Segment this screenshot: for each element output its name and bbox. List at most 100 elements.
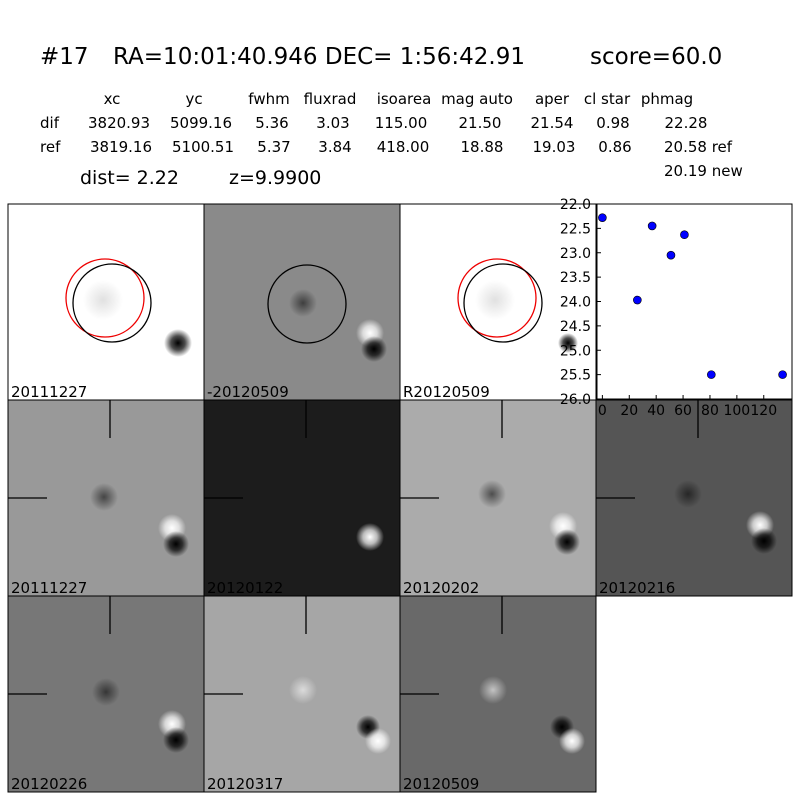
- stamp-label: R20120509: [403, 383, 490, 401]
- aperture: [463, 263, 543, 343]
- stamp: 20120216: [595, 399, 793, 597]
- neighbor: [365, 728, 391, 754]
- source: [475, 280, 515, 320]
- column-header: fluxrad: [304, 90, 357, 108]
- cell: 5.36: [255, 114, 288, 132]
- neighbor: [164, 329, 192, 357]
- x-tick-label: 100: [723, 403, 750, 419]
- y-tick-label: 23.0: [560, 246, 591, 262]
- stamp: 20120122: [203, 399, 401, 597]
- source: [92, 678, 120, 706]
- y-tick-label: 22.5: [560, 221, 591, 237]
- phmag-new: 20.19 new: [664, 162, 743, 180]
- cell: 0.98: [596, 114, 629, 132]
- stamp-label: 20111227: [11, 579, 87, 597]
- y-tick-label: 26.0: [560, 392, 591, 408]
- stamp-label: 20111227: [11, 383, 87, 401]
- source: [478, 480, 506, 508]
- z-value: z=9.9900: [229, 167, 321, 189]
- stamp: 20111227: [7, 203, 205, 401]
- cell: 3820.93: [88, 114, 150, 132]
- stamp: 20120226: [7, 595, 205, 793]
- cell: 22.28: [665, 114, 708, 132]
- column-header: mag auto: [441, 90, 513, 108]
- score: score=60.0: [590, 44, 722, 70]
- cell: 21.54: [531, 114, 574, 132]
- cell: 418.00: [377, 138, 430, 156]
- light-curve: 22.0 22.5 23.0 23.5 24.0 24.5 25.0 25.5 26.0 0 20 4…: [560, 197, 793, 419]
- point: [666, 250, 676, 260]
- cell: 18.88: [461, 138, 504, 156]
- cell: 20.58 ref: [664, 138, 733, 156]
- stamp-label: 20120226: [11, 775, 87, 793]
- neighbor: [558, 333, 578, 353]
- stamp: 20120509: [399, 595, 597, 793]
- y-tick-label: 23.5: [560, 270, 591, 286]
- column-header: phmag: [641, 90, 693, 108]
- x-tick-label: 20: [620, 403, 638, 419]
- column-header: cl star: [584, 90, 631, 108]
- cell: 3.84: [318, 138, 351, 156]
- point: [680, 230, 689, 240]
- neighbor: [361, 336, 387, 362]
- stamp-label: 20120122: [207, 579, 283, 597]
- x-tick-label: 120: [750, 403, 777, 419]
- ref-circle: [457, 258, 537, 338]
- stamp-label: 20120509: [403, 775, 479, 793]
- x-tick-label: 80: [701, 403, 719, 419]
- neighbor: [163, 727, 189, 753]
- stamp-label: 20120317: [207, 775, 283, 793]
- point: [707, 370, 716, 379]
- column-header: aper: [535, 90, 570, 108]
- cell: 5.37: [257, 138, 290, 156]
- cell: 5099.16: [170, 114, 232, 132]
- y-tick-label: 22.0: [560, 197, 591, 213]
- stamp: 20120202: [399, 399, 597, 597]
- neighbor: [356, 523, 384, 551]
- y-tick-label: 24.0: [560, 295, 591, 311]
- point: [633, 295, 642, 305]
- cell: 3.03: [316, 114, 349, 132]
- dist: dist= 2.22: [80, 167, 179, 189]
- neighbor: [163, 531, 189, 557]
- aperture: [267, 264, 347, 344]
- object-id: #17: [40, 44, 89, 70]
- source: [289, 676, 317, 704]
- aperture: [72, 263, 152, 343]
- neighbor: [554, 529, 580, 555]
- point: [778, 370, 787, 379]
- column-header: isoarea: [377, 90, 432, 108]
- y-tick-label: 25.0: [560, 343, 591, 359]
- stamp-label: 20120216: [599, 579, 675, 597]
- coordinates: RA=10:01:40.946 DEC= 1:56:42.91: [113, 44, 525, 70]
- neighbor: [751, 528, 777, 554]
- column-header: xc: [104, 90, 121, 108]
- cell: 0.86: [598, 138, 631, 156]
- source: [289, 289, 317, 317]
- row-label: ref: [40, 138, 61, 156]
- plot-area: [596, 203, 793, 400]
- cell: 21.50: [459, 114, 502, 132]
- source: [674, 480, 702, 508]
- ref-circle: [65, 258, 145, 338]
- column-header: fwhm: [248, 90, 289, 108]
- source: [90, 483, 118, 511]
- source: [83, 280, 123, 320]
- row-label: dif: [40, 114, 60, 132]
- column-header: yc: [185, 90, 202, 108]
- stamp: 20111227: [7, 399, 205, 597]
- x-tick-label: 60: [674, 403, 692, 419]
- point: [598, 213, 607, 222]
- stamp: -20120509: [203, 203, 401, 401]
- stamp-label: -20120509: [207, 383, 289, 401]
- y-tick-label: 25.5: [560, 368, 591, 384]
- y-tick-label: 24.5: [560, 319, 591, 335]
- stamp: R20120509: [399, 203, 597, 401]
- cell: 19.03: [533, 138, 576, 156]
- source: [479, 676, 507, 704]
- cell: 115.00: [375, 114, 428, 132]
- neighbor: [559, 728, 585, 754]
- cell: 3819.16: [90, 138, 152, 156]
